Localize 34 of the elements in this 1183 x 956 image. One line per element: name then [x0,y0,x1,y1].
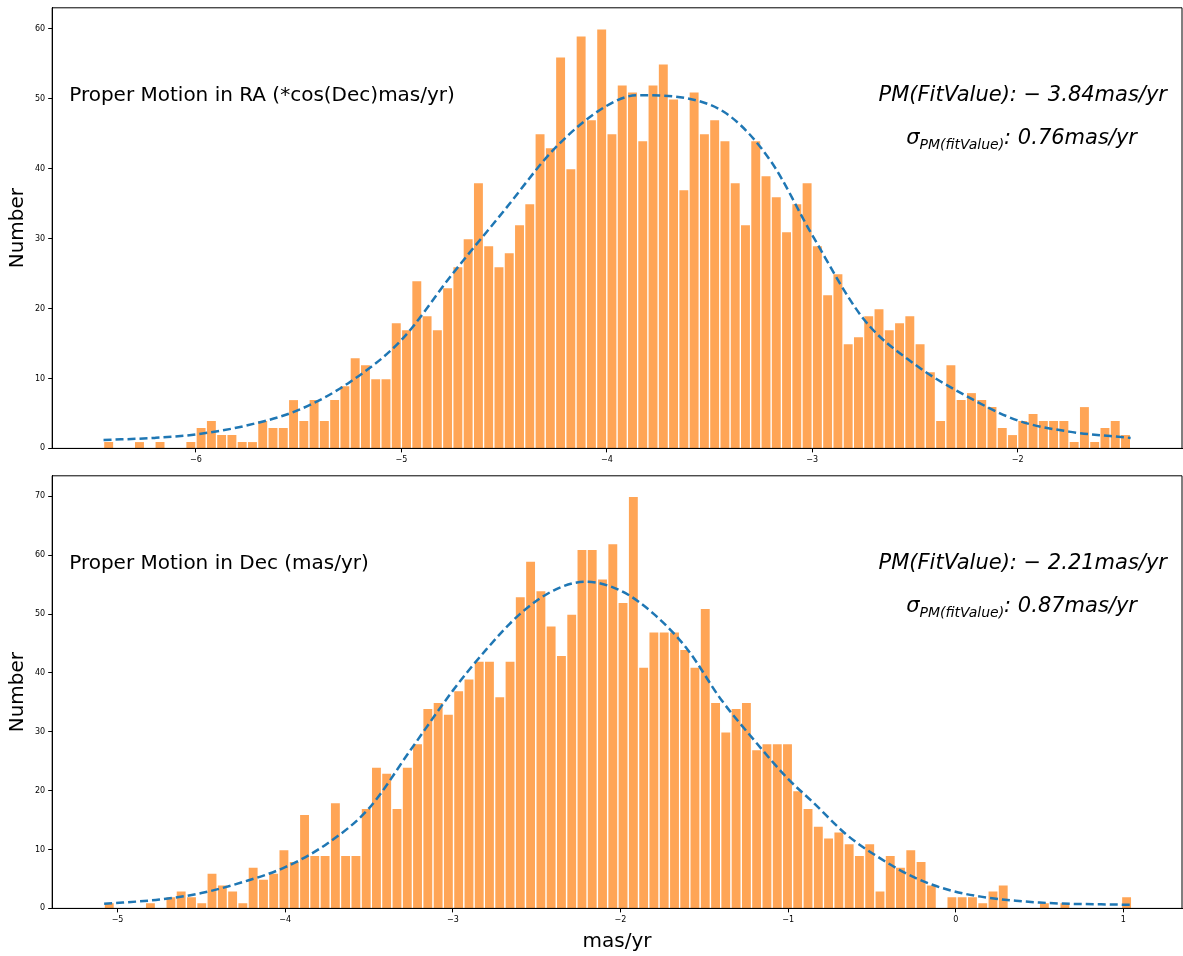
x-tick-label: −2 [614,915,627,925]
x-tick-label: −6 [190,455,202,465]
text: Proper Motion in Dec (mas/yr) [69,549,369,574]
x-tick-label: −5 [111,915,124,925]
y-tick-label: 60 [34,550,46,560]
x-tick-label: −4 [279,915,292,925]
x-tick-label: −3 [446,915,459,925]
y-axis-title: Number [4,187,29,269]
y-tick-label: 30 [34,233,46,243]
y-tick-label: 20 [34,303,46,313]
text: Proper Motion in RA (*cos(Dec)mas/yr) [69,81,455,106]
y-axis-title: Number [4,651,29,733]
x-tick-label: −5 [395,455,408,465]
y-tick-label: 0 [40,443,46,453]
x-tick-label: 0 [953,915,959,925]
y-tick-label: 10 [34,373,46,383]
x-tick-label: −2 [1011,455,1024,465]
annotation: PM(FitValue): − 3.84mas/yr [878,81,1169,106]
y-tick-label: 10 [34,844,46,854]
y-tick-label: 70 [34,491,46,501]
y-tick-label: 50 [34,93,46,103]
y-tick-label: 40 [34,668,46,678]
x-tick-label: −4 [600,455,613,465]
y-tick-label: 40 [34,163,46,173]
x-tick-label: 1 [1120,915,1126,925]
y-tick-label: 20 [34,785,46,795]
x-axis-title: mas/yr [582,928,653,953]
x-tick-label: −3 [806,455,819,465]
x-tick-label: −1 [782,915,794,925]
y-tick-label: 0 [40,903,46,913]
annotation: PM(FitValue): − 2.21mas/yr [878,549,1169,574]
y-tick-label: 30 [34,726,46,736]
y-tick-label: 50 [34,609,46,619]
y-tick-label: 60 [34,23,46,33]
